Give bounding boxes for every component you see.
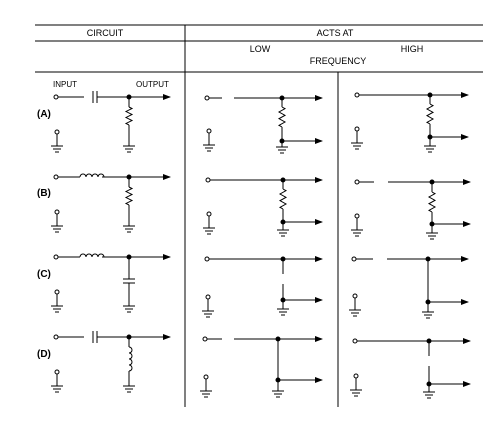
header-high: HIGH [401, 44, 424, 54]
shunt-resistor [425, 103, 435, 125]
shunt-resistor [427, 191, 437, 213]
header-acts-at: ACTS AT [317, 28, 354, 38]
terminal-dot [352, 338, 358, 344]
table-grid [35, 24, 483, 407]
terminal-dot [205, 177, 211, 183]
header-low: LOW [250, 44, 271, 54]
circuit-drawings [51, 91, 471, 399]
terminal-dot [353, 373, 359, 379]
shunt-resistor [124, 186, 134, 206]
terminal-dot [352, 293, 358, 299]
shunt-resistor [277, 106, 287, 128]
terminal-dot [54, 369, 60, 375]
row-label-b: (B) [37, 188, 51, 199]
terminal-dot [354, 213, 360, 219]
terminal-dot [205, 294, 211, 300]
terminal-dot [54, 289, 60, 295]
terminal-dot [206, 211, 212, 217]
terminal-dot [203, 374, 209, 380]
terminal-dot [351, 256, 357, 262]
row-label-a: (A) [37, 109, 51, 120]
terminal-dot [53, 94, 59, 100]
terminal-dot [206, 128, 212, 134]
series-inductor [79, 173, 105, 178]
header-circuit: CIRCUIT [87, 28, 124, 38]
input-label: INPUT [53, 80, 77, 89]
terminal-dot [204, 256, 210, 262]
series-inductor [79, 253, 105, 258]
terminal-dot [53, 174, 59, 180]
shunt-resistor [124, 106, 134, 126]
terminal-dot [354, 126, 360, 132]
output-label: OUTPUT [136, 80, 169, 89]
row-label-c: (C) [37, 269, 51, 280]
shunt-resistor [278, 188, 288, 210]
terminal-dot [54, 209, 60, 215]
row-label-d: (D) [37, 349, 51, 360]
terminal-dot [354, 92, 360, 98]
terminal-dot [202, 336, 208, 342]
terminal-dot [54, 129, 60, 135]
shunt-inductor [128, 346, 133, 372]
terminal-dot [53, 334, 59, 340]
terminal-dot [53, 254, 59, 260]
terminal-dot [204, 95, 210, 101]
terminal-dot [354, 179, 360, 185]
header-frequency: FREQUENCY [310, 56, 367, 66]
